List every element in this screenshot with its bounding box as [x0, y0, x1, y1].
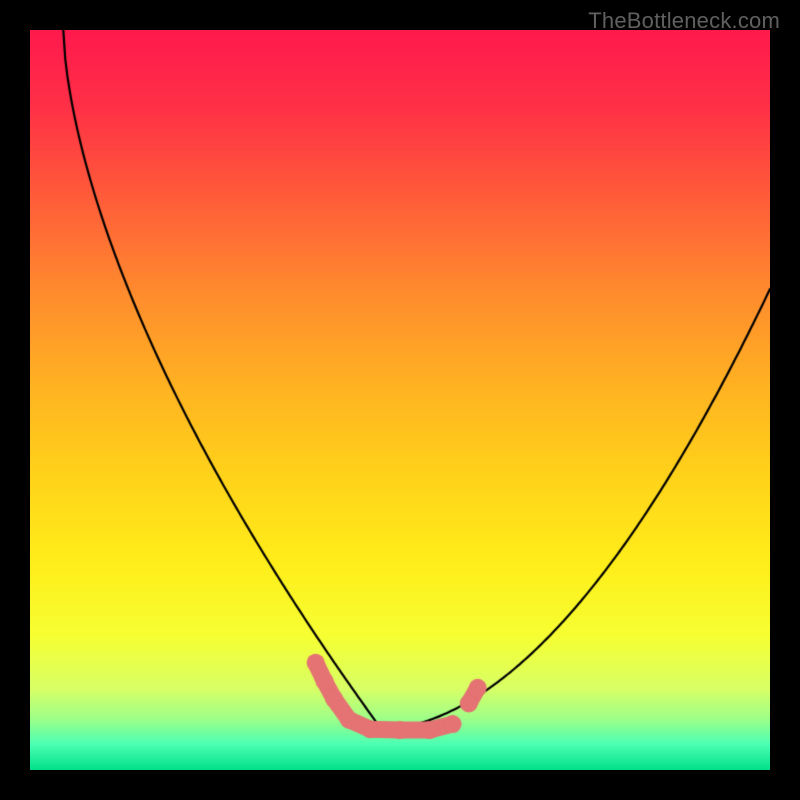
watermark-text: TheBottleneck.com: [588, 8, 780, 34]
bottleneck-curve-canvas: [30, 30, 770, 770]
plot-area: [30, 30, 770, 770]
chart-stage: TheBottleneck.com: [0, 0, 800, 800]
